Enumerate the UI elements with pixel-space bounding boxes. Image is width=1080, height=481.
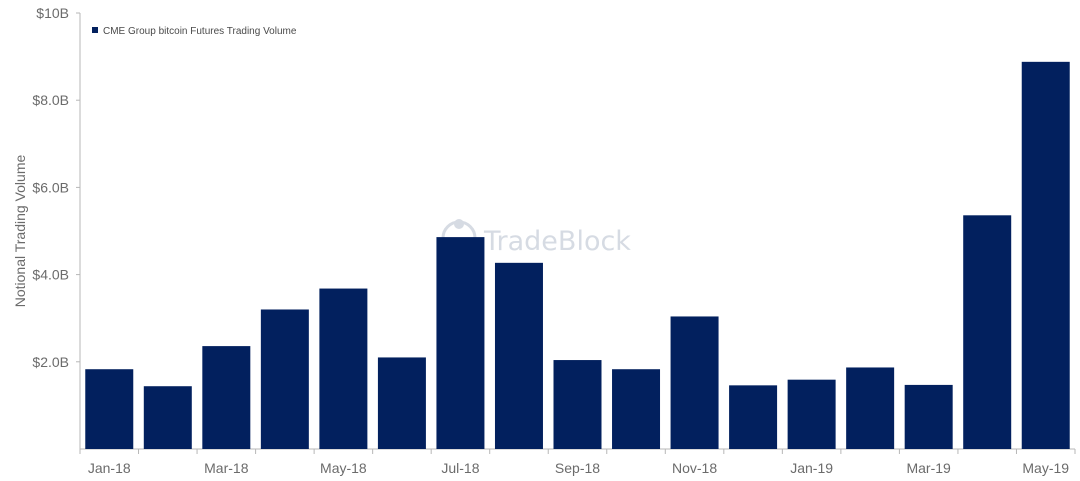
bar-nov-18 <box>670 316 719 449</box>
bars <box>85 61 1070 449</box>
x-tick-label: Nov-18 <box>672 460 717 476</box>
x-axis-ticks: Jan-18 Mar-18 May-18 Jul-18 Sep-18 Nov-18 Jan-… <box>79 449 1076 476</box>
bar-dec-18 <box>729 385 778 449</box>
y-axis-title: Notional Trading Volume <box>12 155 28 308</box>
legend: CME Group bitcoin Futures Trading Volume <box>92 26 297 37</box>
bar-mar-19 <box>904 384 953 449</box>
watermark: TradeBlock <box>441 219 631 257</box>
legend-swatch <box>92 27 98 33</box>
x-tick-label: May-18 <box>320 460 367 476</box>
bar-sep-18 <box>553 360 602 449</box>
watermark-text: TradeBlock <box>483 226 631 257</box>
bar-apr-19 <box>963 215 1012 449</box>
y-tick-label: $10B <box>36 5 69 21</box>
bar-jun-18 <box>377 357 426 449</box>
bar-may-18 <box>319 288 368 449</box>
bar-aug-18 <box>494 262 543 449</box>
bar-feb-18 <box>143 386 192 449</box>
x-tick-label: Jan-19 <box>790 460 833 476</box>
bar-jan-18 <box>85 369 134 449</box>
bar-mar-18 <box>202 346 251 449</box>
bar-apr-18 <box>260 309 309 449</box>
legend-label: CME Group bitcoin Futures Trading Volume <box>103 26 297 37</box>
y-tick-label: $8.0B <box>32 92 69 108</box>
bar-jul-18 <box>436 237 485 449</box>
bar-jan-19 <box>787 379 836 449</box>
x-tick-label: Jan-18 <box>88 460 131 476</box>
bar-oct-18 <box>612 369 661 449</box>
bar-may-19 <box>1021 61 1070 449</box>
y-axis-ticks: $2.0B $4.0B $6.0B $8.0B $10B <box>32 5 80 370</box>
x-tick-label: May-19 <box>1022 460 1069 476</box>
y-tick-label: $4.0B <box>32 267 69 283</box>
x-tick-label: Mar-18 <box>204 460 249 476</box>
y-tick-label: $2.0B <box>32 354 69 370</box>
y-tick-label: $6.0B <box>32 179 69 195</box>
x-tick-label: Mar-19 <box>906 460 951 476</box>
bar-feb-19 <box>846 367 895 449</box>
x-tick-label: Sep-18 <box>555 460 600 476</box>
x-tick-label: Jul-18 <box>441 460 479 476</box>
